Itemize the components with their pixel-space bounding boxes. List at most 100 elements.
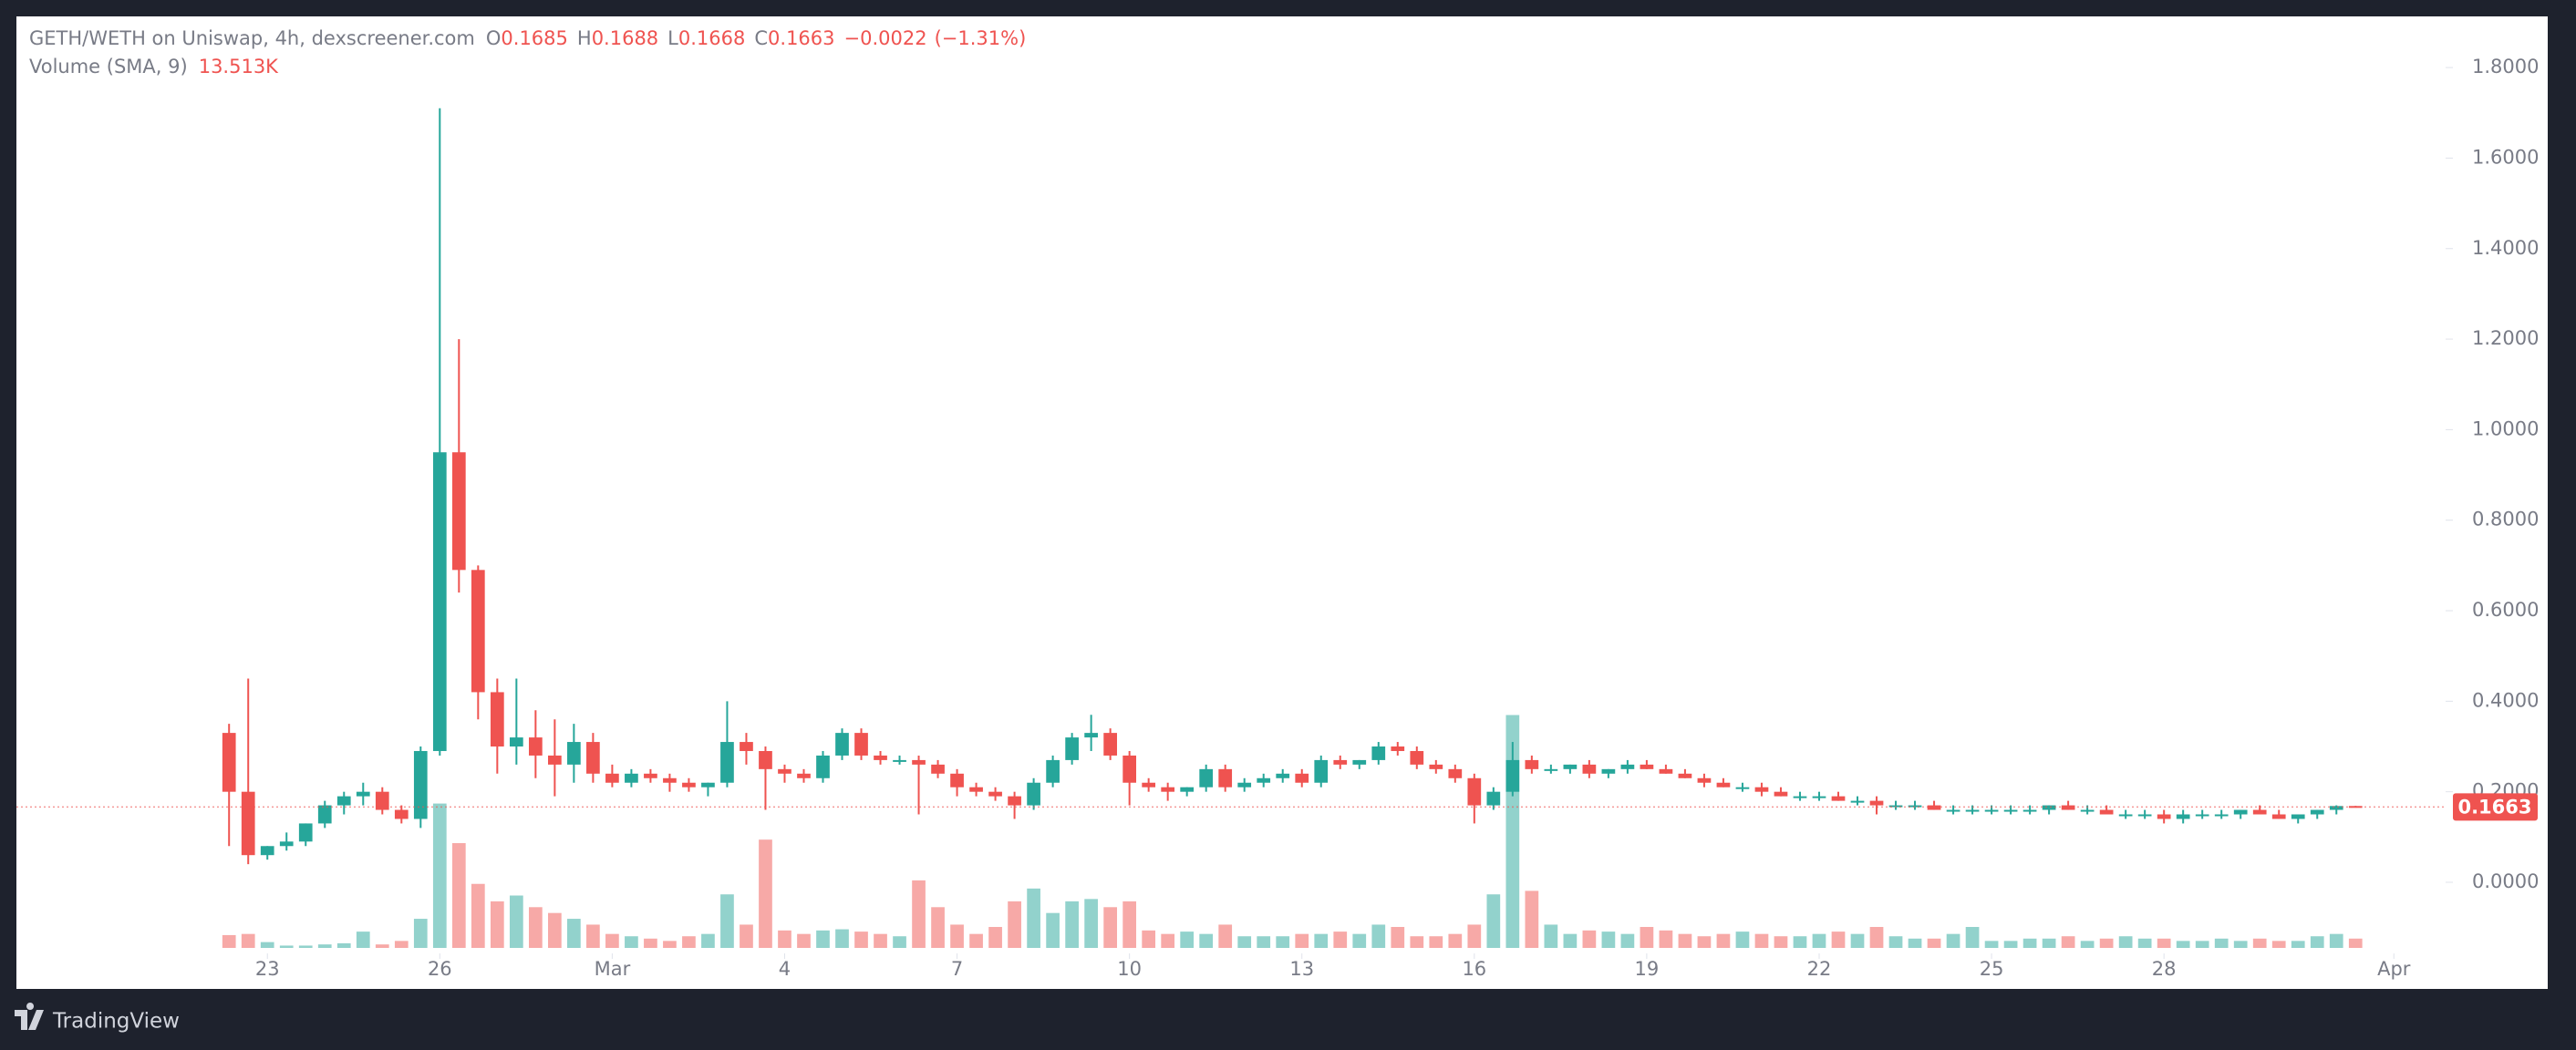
volume-bar <box>1180 932 1195 948</box>
candle-body <box>1965 809 1980 812</box>
volume-bar <box>1391 927 1405 948</box>
candle-body <box>2003 809 2018 812</box>
candle-body <box>1391 746 1405 751</box>
y-tick-label: 1.8000 <box>2472 56 2539 77</box>
volume-bar <box>1697 936 1712 948</box>
candle-body <box>816 755 830 778</box>
volume-bar <box>2099 938 2114 948</box>
y-tick-label: 0.4000 <box>2472 689 2539 711</box>
volume-bar <box>1544 924 1558 948</box>
volume-bar <box>1927 938 1941 948</box>
candle-body <box>1486 791 1501 806</box>
candle-body <box>1659 768 1673 774</box>
volume-bar <box>2310 936 2324 948</box>
candle-body <box>720 742 734 783</box>
candle-body <box>260 846 274 856</box>
candle-body <box>2137 814 2152 817</box>
legend-line: GETH/WETH on Uniswap, 4h, dexscreener.co… <box>29 27 1026 49</box>
candle-body <box>1333 759 1348 765</box>
volume-bar <box>375 944 389 948</box>
volume-bar <box>1678 933 1692 948</box>
x-tick-label: 16 <box>1462 958 1486 980</box>
volume-bar <box>1908 938 1922 948</box>
candle-body <box>529 737 543 756</box>
candle-body <box>1525 759 1539 769</box>
candle-body <box>605 773 619 783</box>
candle-body <box>394 809 409 819</box>
volume-bar <box>509 895 523 948</box>
volume-bar <box>1659 930 1673 948</box>
volume-bar <box>759 839 772 948</box>
candle-body <box>1180 787 1195 792</box>
volume-bar <box>2157 938 2171 948</box>
last-price-badge <box>2453 793 2538 821</box>
candle-body <box>1735 787 1750 789</box>
volume-bar <box>1371 924 1386 948</box>
volume-bar <box>1142 930 1156 948</box>
candle-body <box>1237 782 1252 788</box>
volume-bar <box>1295 933 1309 948</box>
x-tick-label: 26 <box>428 958 452 980</box>
volume-bar <box>874 933 887 948</box>
candle-body <box>432 452 447 751</box>
volume-bar <box>1888 936 1903 948</box>
candle-body <box>2233 809 2248 815</box>
volume-bar <box>356 932 370 948</box>
candle-body <box>1601 768 1616 774</box>
candle-body <box>1812 796 1826 798</box>
candle-body <box>1544 768 1558 771</box>
candle-body <box>1199 768 1214 788</box>
x-tick-label: Mar <box>595 958 631 980</box>
volume-bar <box>1448 933 1463 948</box>
candle-body <box>2195 814 2209 817</box>
volume-bar <box>1199 933 1214 948</box>
candle-body <box>874 755 887 760</box>
volume-bar <box>432 803 447 948</box>
candle-body <box>241 791 255 856</box>
volume-bar <box>317 944 332 948</box>
candle-body <box>509 737 523 747</box>
x-tick-label: 4 <box>779 958 791 980</box>
tradingview-logo[interactable]: TradingView <box>15 1003 180 1034</box>
candle-body <box>1754 787 1769 792</box>
volume-bar <box>336 942 351 948</box>
legend-key: H <box>577 27 592 49</box>
candle-body <box>1620 764 1635 769</box>
volume-bar <box>260 942 274 948</box>
volume-bar <box>548 912 562 948</box>
volume-bar <box>1716 933 1731 948</box>
candle-body <box>854 733 868 756</box>
candle-body <box>1448 768 1463 778</box>
candle-body <box>279 841 294 847</box>
candle-body <box>356 791 370 797</box>
legend-key: L <box>667 27 678 49</box>
y-tick-label: 1.2000 <box>2472 327 2539 349</box>
volume-bar <box>2023 938 2037 948</box>
candle-body <box>336 796 351 806</box>
volume-bar <box>816 930 830 948</box>
volume-bar <box>988 927 1002 948</box>
volume-bar <box>682 936 696 948</box>
candle-body <box>950 773 964 788</box>
candle-body <box>778 768 791 774</box>
logo-icon <box>15 1003 44 1030</box>
volume-bar <box>2118 936 2133 948</box>
volume-bar <box>1850 933 1865 948</box>
candle-body <box>490 692 504 747</box>
volume-bar <box>701 933 715 948</box>
volume-bar <box>1946 933 1960 948</box>
volume-bar <box>1620 933 1635 948</box>
volume-bar <box>1103 907 1117 948</box>
candle-body <box>1257 777 1271 783</box>
x-tick-label: Apr <box>2377 958 2411 980</box>
legend-value: 0.1663 <box>768 27 834 49</box>
volume-bar <box>1486 894 1501 948</box>
x-tick-label: 7 <box>951 958 963 980</box>
volume-bar <box>2195 941 2209 948</box>
volume-bar <box>950 924 964 948</box>
candle-body <box>988 791 1002 797</box>
candle-body <box>1410 750 1424 765</box>
candle-body <box>797 773 811 778</box>
candle-body <box>1697 777 1712 783</box>
candle-body <box>471 570 485 693</box>
